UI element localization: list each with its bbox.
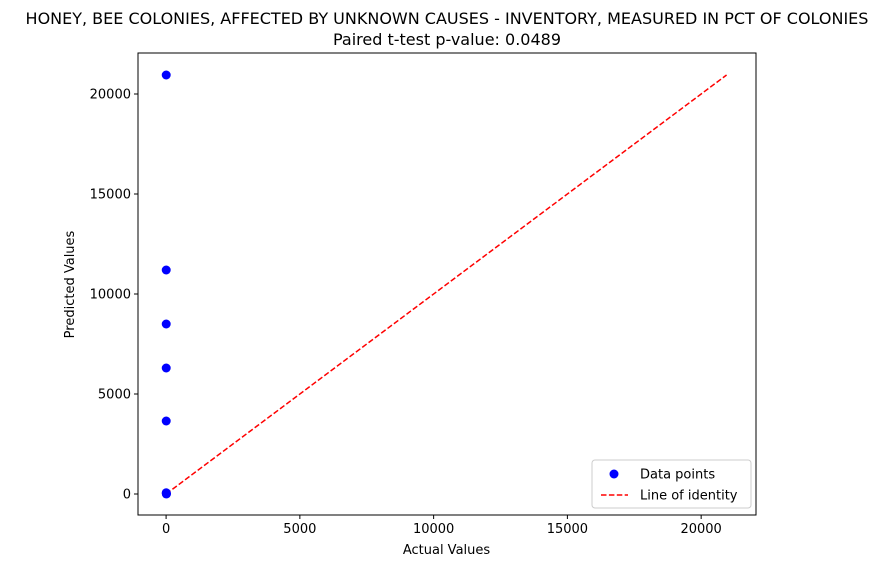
y-tick-label: 15000 [90, 188, 131, 203]
legend-marker-data-points [609, 469, 619, 479]
data-point [161, 265, 171, 275]
y-tick-label: 20000 [90, 88, 131, 103]
x-axis-label: Actual Values [403, 543, 491, 558]
legend-box [591, 459, 752, 509]
y-tick-label: 0 [123, 488, 131, 503]
chart-subtitle: Paired t-test p-value: 0.0489 [333, 30, 561, 49]
y-axis-label: Predicted Values [63, 230, 78, 338]
plot-frame [137, 52, 757, 516]
legend: Data points Line of identity [591, 459, 752, 509]
data-point [161, 416, 171, 426]
data-point [161, 70, 171, 80]
data-point [161, 489, 171, 499]
y-tick-label: 5000 [98, 388, 131, 403]
y-tick-label: 10000 [90, 288, 131, 303]
data-point [161, 319, 171, 329]
x-tick-label: 15000 [547, 522, 588, 537]
line-of-identity [165, 74, 728, 495]
x-tick-label: 5000 [283, 522, 316, 537]
legend-label-line-of-identity: Line of identity [640, 489, 738, 504]
x-tick-label: 10000 [413, 522, 454, 537]
plot-area: 0 5000 10000 15000 20000 0 5000 10000 15000 20000 [90, 52, 757, 537]
x-tick-label: 0 [162, 522, 170, 537]
chart-title: HONEY, BEE COLONIES, AFFECTED BY UNKNOWN… [26, 9, 869, 28]
x-tick-label: 20000 [680, 522, 721, 537]
legend-label-data-points: Data points [640, 468, 715, 483]
data-point [161, 363, 171, 373]
